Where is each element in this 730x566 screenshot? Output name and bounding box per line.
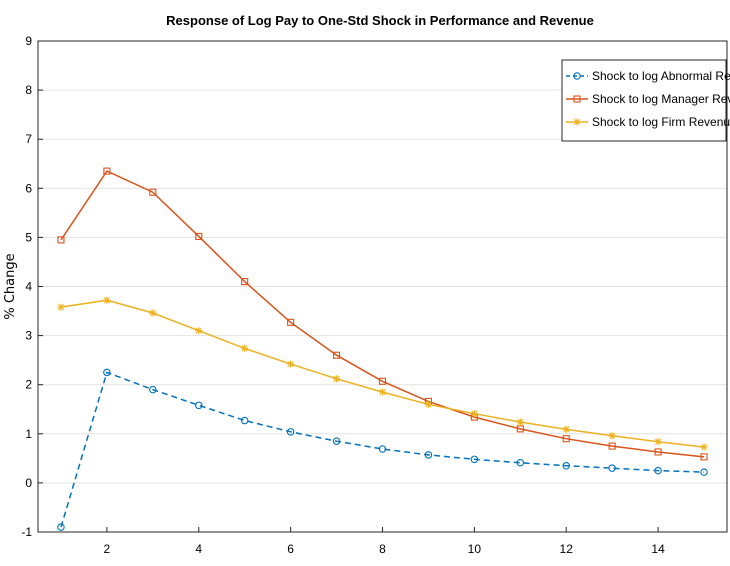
data-point xyxy=(424,451,433,459)
y-axis: -1 0 1 2 3 4 5 6 7 8 9 xyxy=(21,34,43,539)
data-point xyxy=(700,443,708,451)
data-point xyxy=(608,442,616,450)
data-point xyxy=(240,416,249,425)
y-axis-label: % Change xyxy=(3,253,18,319)
y-tick-label: 8 xyxy=(25,83,32,97)
y-tick-label: 2 xyxy=(25,378,32,392)
data-point xyxy=(608,464,616,472)
x-tick-label: 14 xyxy=(651,542,665,556)
data-point xyxy=(286,428,295,436)
series-3 xyxy=(57,296,708,451)
series-2 xyxy=(57,167,708,461)
legend-box xyxy=(561,59,727,142)
data-point xyxy=(378,388,387,396)
data-point xyxy=(516,418,524,426)
data-point xyxy=(516,459,525,467)
series-group xyxy=(57,167,708,531)
legend-marker xyxy=(573,72,581,80)
data-point xyxy=(103,368,111,377)
data-point xyxy=(57,303,65,311)
data-point xyxy=(332,437,341,445)
x-tick-label: 4 xyxy=(195,542,202,556)
series-line xyxy=(60,299,705,448)
data-point xyxy=(57,236,65,244)
data-point xyxy=(195,401,203,410)
series-line xyxy=(60,371,705,528)
x-axis: 2 4 6 8 10 12 14 xyxy=(104,527,665,556)
y-tick-label: 3 xyxy=(25,329,32,343)
data-point xyxy=(562,435,570,443)
data-point xyxy=(562,461,570,470)
y-tick-label: 1 xyxy=(25,427,32,441)
data-point xyxy=(378,445,387,453)
y-tick-label: 5 xyxy=(25,230,32,244)
legend-marker xyxy=(573,95,581,103)
legend-item: Shock to log Manager Revenue xyxy=(566,92,730,106)
y-tick-label: 6 xyxy=(25,181,32,195)
legend-label: Shock to log Firm Revenue xyxy=(592,115,730,129)
data-point xyxy=(332,375,341,383)
x-tick-label: 6 xyxy=(287,542,294,556)
legend-label: Shock to log Manager Revenue xyxy=(592,92,730,106)
x-tick-label: 8 xyxy=(379,542,386,556)
data-point xyxy=(333,351,341,359)
data-point xyxy=(470,455,479,464)
legend-item: Shock to log Firm Revenue xyxy=(566,115,730,129)
data-point xyxy=(470,410,478,418)
legend-marker xyxy=(573,118,581,126)
series-1 xyxy=(57,368,708,531)
x-tick-label: 10 xyxy=(468,542,482,556)
data-point xyxy=(149,309,157,317)
x-tick-label: 2 xyxy=(104,542,111,556)
series-line xyxy=(60,170,705,458)
data-point xyxy=(103,296,111,304)
y-tick-label: 0 xyxy=(25,476,32,490)
data-point xyxy=(195,232,203,240)
data-point xyxy=(287,360,295,368)
y-tick-label: 7 xyxy=(25,132,32,146)
data-point xyxy=(700,468,708,476)
data-point xyxy=(654,448,662,456)
data-point xyxy=(608,432,616,440)
data-point xyxy=(57,523,65,531)
data-point xyxy=(654,466,662,475)
legend-label: Shock to log Abnormal Return xyxy=(592,69,730,83)
data-point xyxy=(654,438,662,446)
data-point xyxy=(241,344,249,352)
data-point xyxy=(562,425,570,433)
data-point xyxy=(195,327,203,335)
data-point xyxy=(700,453,708,461)
data-point xyxy=(149,385,157,394)
data-point xyxy=(516,425,524,433)
legend-item: Shock to log Abnormal Return xyxy=(566,69,730,83)
legend: Shock to log Abnormal Return Shock to log… xyxy=(561,59,730,142)
x-tick-label: 12 xyxy=(560,542,574,556)
data-point xyxy=(378,377,387,385)
data-point xyxy=(103,167,111,175)
y-tick-label: -1 xyxy=(21,525,32,539)
data-point xyxy=(424,400,433,408)
data-point xyxy=(287,318,295,326)
chart-title: Response of Log Pay to One-Std Shock in … xyxy=(166,13,594,28)
data-point xyxy=(241,278,249,286)
data-point xyxy=(149,188,157,196)
y-tick-label: 4 xyxy=(25,280,32,294)
y-tick-label: 9 xyxy=(25,34,32,48)
